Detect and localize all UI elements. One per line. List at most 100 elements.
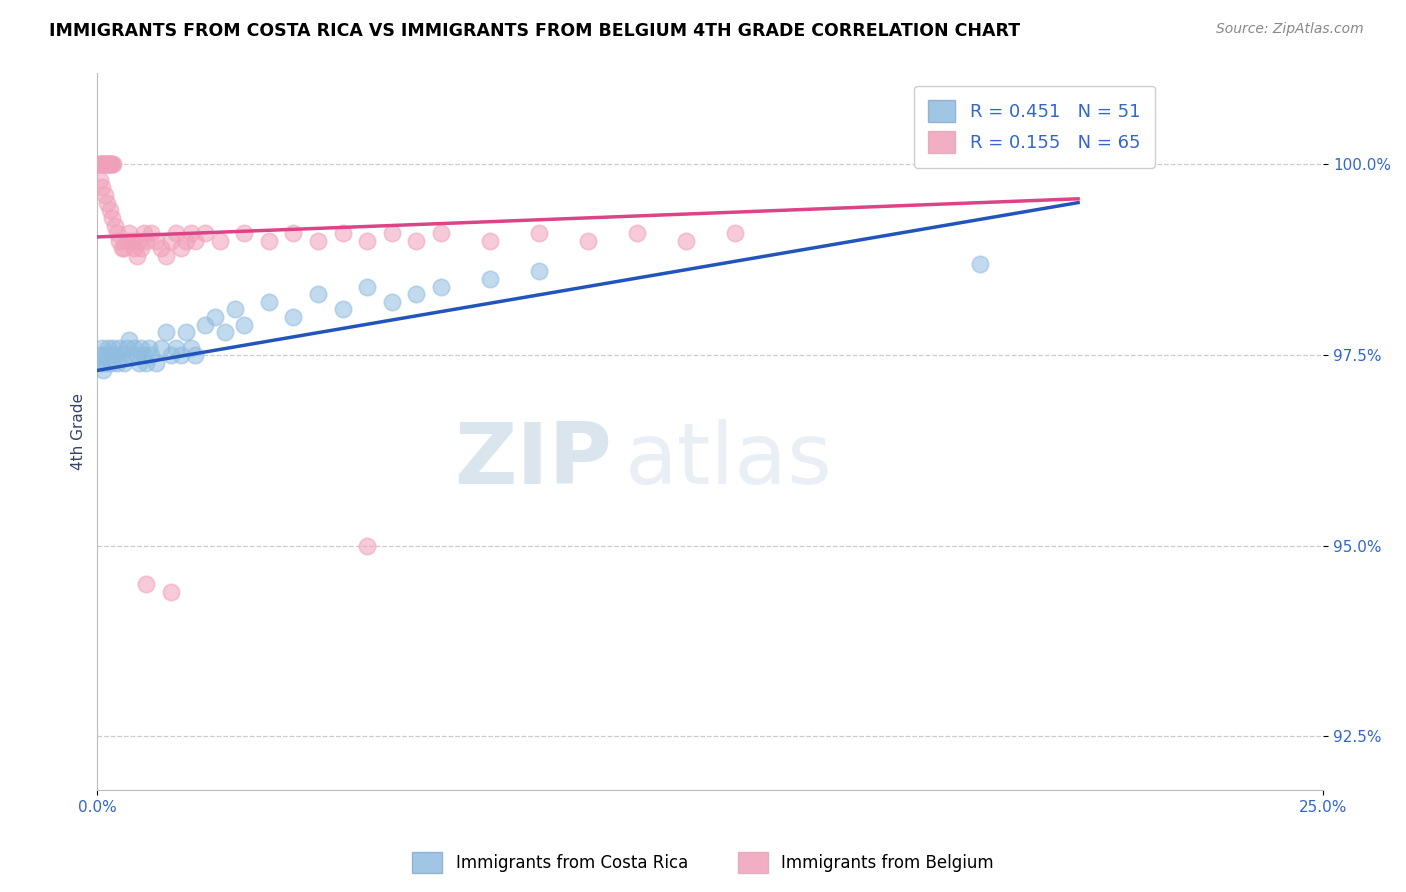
Point — [429, 226, 451, 240]
Point — [89, 157, 111, 171]
Point — [626, 226, 648, 240]
Point — [257, 234, 280, 248]
Point — [93, 157, 115, 171]
Point — [145, 356, 167, 370]
Point — [98, 157, 121, 171]
Point — [100, 356, 122, 370]
Point — [89, 173, 111, 187]
Point — [332, 226, 354, 240]
Point — [93, 188, 115, 202]
Point — [307, 234, 329, 248]
Point — [138, 341, 160, 355]
Point — [194, 226, 217, 240]
Point — [90, 356, 112, 370]
Legend: R = 0.451   N = 51, R = 0.155   N = 65: R = 0.451 N = 51, R = 0.155 N = 65 — [914, 86, 1154, 168]
Point — [356, 279, 378, 293]
Point — [356, 234, 378, 248]
Point — [283, 310, 305, 324]
Point — [405, 287, 427, 301]
Point — [97, 157, 120, 171]
Point — [98, 348, 121, 362]
Point — [96, 157, 118, 171]
Text: atlas: atlas — [624, 418, 832, 501]
Point — [527, 226, 550, 240]
Point — [103, 348, 125, 362]
Point — [125, 348, 148, 362]
Point — [97, 341, 120, 355]
Point — [115, 341, 138, 355]
Point — [125, 249, 148, 263]
Point — [576, 234, 599, 248]
Point — [141, 226, 163, 240]
Point — [170, 241, 193, 255]
Point — [101, 211, 124, 225]
Point — [89, 157, 111, 171]
Point — [145, 234, 167, 248]
Point — [194, 318, 217, 332]
Point — [174, 234, 197, 248]
Point — [170, 348, 193, 362]
Point — [141, 348, 163, 362]
Point — [307, 287, 329, 301]
Point — [150, 241, 173, 255]
Point — [91, 157, 114, 171]
Point — [111, 241, 134, 255]
Point — [478, 272, 501, 286]
Point — [675, 234, 697, 248]
Point — [90, 157, 112, 171]
Point — [356, 539, 378, 553]
Point — [160, 234, 183, 248]
Point — [429, 279, 451, 293]
Point — [155, 249, 177, 263]
Point — [132, 226, 155, 240]
Point — [257, 294, 280, 309]
Text: IMMIGRANTS FROM COSTA RICA VS IMMIGRANTS FROM BELGIUM 4TH GRADE CORRELATION CHAR: IMMIGRANTS FROM COSTA RICA VS IMMIGRANTS… — [49, 22, 1021, 40]
Point — [208, 234, 231, 248]
Point — [131, 241, 153, 255]
Point — [122, 241, 145, 255]
Point — [121, 234, 143, 248]
Point — [224, 302, 246, 317]
Text: Source: ZipAtlas.com: Source: ZipAtlas.com — [1216, 22, 1364, 37]
Point — [180, 341, 202, 355]
Point — [115, 234, 138, 248]
Point — [96, 157, 118, 171]
Point — [174, 325, 197, 339]
Point — [103, 219, 125, 233]
Point — [283, 226, 305, 240]
Point — [150, 341, 173, 355]
Point — [91, 157, 114, 171]
Point — [94, 157, 117, 171]
Point — [155, 325, 177, 339]
Point — [165, 226, 187, 240]
Point — [233, 226, 256, 240]
Point — [160, 348, 183, 362]
Point — [135, 577, 157, 591]
Text: ZIP: ZIP — [454, 418, 612, 501]
Point — [101, 157, 124, 171]
Point — [98, 157, 121, 171]
Point — [111, 348, 134, 362]
Point — [112, 241, 135, 255]
Point — [180, 226, 202, 240]
Point — [969, 257, 991, 271]
Point — [165, 341, 187, 355]
Point — [93, 348, 115, 362]
Point — [233, 318, 256, 332]
Point — [96, 356, 118, 370]
Point — [527, 264, 550, 278]
Point — [160, 584, 183, 599]
Y-axis label: 4th Grade: 4th Grade — [72, 392, 86, 470]
Point — [132, 348, 155, 362]
Point — [405, 234, 427, 248]
Point — [108, 234, 131, 248]
Point — [128, 234, 150, 248]
Point — [112, 356, 135, 370]
Point — [381, 226, 404, 240]
Point — [128, 356, 150, 370]
Point — [105, 356, 128, 370]
Point — [381, 294, 404, 309]
Point — [121, 348, 143, 362]
Point — [184, 348, 207, 362]
Point — [478, 234, 501, 248]
